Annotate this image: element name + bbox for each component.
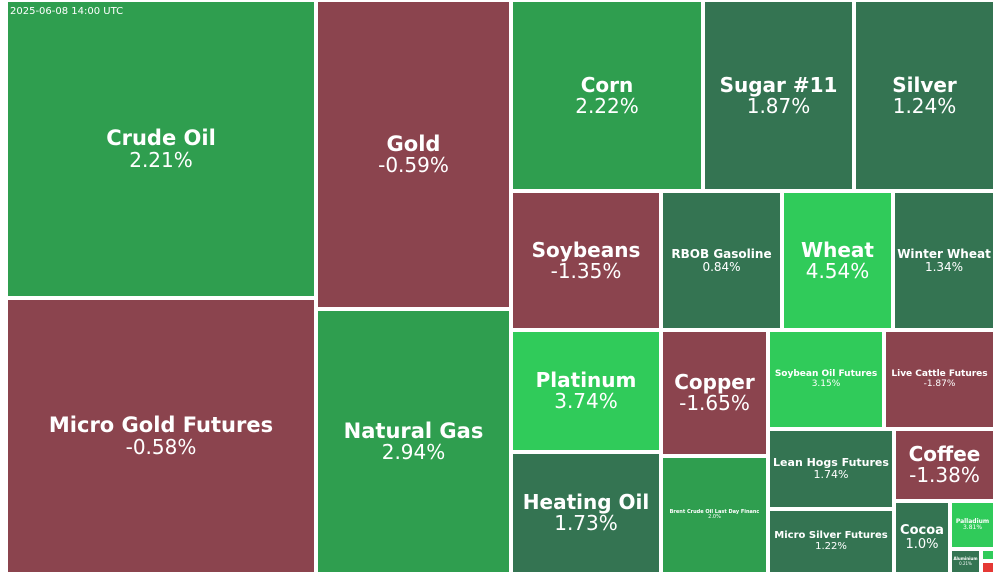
tile-change: 1.0% (905, 536, 939, 552)
tile-name: Heating Oil (522, 490, 650, 514)
tile-change: 2.94% (381, 440, 446, 465)
tile-sugar-11[interactable]: Sugar #11 1.87% (703, 0, 854, 191)
tile-name: Aluminium (953, 556, 978, 562)
tile-winter-wheat[interactable]: Winter Wheat 1.34% (893, 191, 995, 330)
tile-natural-gas[interactable]: Natural Gas 2.94% (316, 309, 511, 574)
tile-change: -1.65% (679, 391, 750, 415)
tile-change: -1.35% (550, 258, 622, 283)
tile-name: Platinum (535, 368, 637, 392)
tile-name: Corn (580, 72, 634, 97)
tile-heating-oil[interactable]: Heating Oil 1.73% (511, 452, 661, 574)
tile-change: 3.81% (962, 524, 983, 531)
tile-micro-silver-futures[interactable]: Micro Silver Futures 1.22% (768, 509, 894, 574)
tile-rbob-gasoline[interactable]: RBOB Gasoline 0.84% (661, 191, 782, 330)
tile-change: -1.87% (923, 378, 956, 389)
tile-change: -1.38% (909, 463, 980, 487)
tile-change: 4.54% (805, 258, 870, 283)
tile-platinum[interactable]: Platinum 3.74% (511, 330, 661, 452)
tile-palladium[interactable]: Palladium 3.81% (950, 501, 995, 549)
tile-name: Gold (386, 131, 441, 156)
timestamp-label: 2025-06-08 14:00 UTC (10, 6, 124, 17)
tile-blank[interactable] (981, 561, 995, 574)
tile-name: Wheat (801, 237, 874, 262)
tile-name: Micro Gold Futures (48, 413, 274, 438)
tile-cocoa[interactable]: Cocoa 1.0% (894, 501, 950, 574)
tile-aluminium[interactable]: Aluminium 0.21% (950, 549, 981, 574)
tile-change: 1.87% (746, 93, 811, 118)
tile-name: Sugar #11 (719, 72, 838, 97)
tile-soybean-oil-futures[interactable]: Soybean Oil Futures 3.15% (768, 330, 884, 429)
tile-name: Palladium (955, 517, 990, 525)
tile-micro-gold-futures[interactable]: Micro Gold Futures -0.58% (6, 298, 316, 574)
tile-silver[interactable]: Silver 1.24% (854, 0, 995, 191)
tile-change: 3.74% (554, 389, 618, 413)
tile-copper[interactable]: Copper -1.65% (661, 330, 768, 456)
tile-change: 2.0% (708, 514, 721, 520)
tile-live-cattle-futures[interactable]: Live Cattle Futures -1.87% (884, 330, 995, 429)
tile-crude-oil[interactable]: Crude Oil 2.21% (6, 0, 316, 298)
tile-name: Crude Oil (106, 126, 216, 151)
tile-coffee[interactable]: Coffee -1.38% (894, 429, 995, 501)
tile-name: RBOB Gasoline (671, 246, 772, 261)
tile-name: Coffee (908, 442, 981, 466)
tile-brent-crude-oil-last-day-financ[interactable]: Brent Crude Oil Last Day Financ 2.0% (661, 456, 768, 574)
tile-change: 0.21% (959, 560, 972, 566)
tile-change: 1.22% (815, 540, 847, 552)
tile-name: Lean Hogs Futures (773, 456, 889, 470)
tile-name: Cocoa (900, 522, 944, 538)
tile-change: 2.22% (575, 93, 639, 118)
tile-lean-hogs-futures[interactable]: Lean Hogs Futures 1.74% (768, 429, 894, 509)
tile-change: 3.15% (811, 378, 841, 389)
tile-name: Winter Wheat (897, 246, 991, 261)
tile-name: Brent Crude Oil Last Day Financ (669, 508, 760, 515)
tile-change: 1.74% (813, 468, 849, 481)
tile-change: 1.73% (554, 511, 618, 535)
tile-corn[interactable]: Corn 2.22% (511, 0, 703, 191)
tile-change: 0.84% (702, 259, 741, 274)
tile-gold[interactable]: Gold -0.59% (316, 0, 511, 309)
tile-blank[interactable] (981, 549, 995, 561)
tile-change: 1.34% (924, 259, 964, 274)
tile-name: Micro Silver Futures (774, 530, 888, 541)
tile-name: Silver (892, 72, 957, 97)
tile-change: -0.58% (125, 434, 197, 459)
tile-wheat[interactable]: Wheat 4.54% (782, 191, 893, 330)
tile-name: Natural Gas (343, 418, 484, 443)
tile-name: Live Cattle Futures (891, 369, 988, 380)
tile-name: Soybeans (531, 237, 641, 262)
tile-change: -0.59% (378, 153, 449, 178)
tile-soybeans[interactable]: Soybeans -1.35% (511, 191, 661, 330)
tile-change: 2.21% (129, 147, 193, 172)
tile-name: Soybean Oil Futures (774, 369, 878, 380)
tile-change: 1.24% (892, 93, 957, 118)
tile-name: Copper (674, 370, 755, 394)
